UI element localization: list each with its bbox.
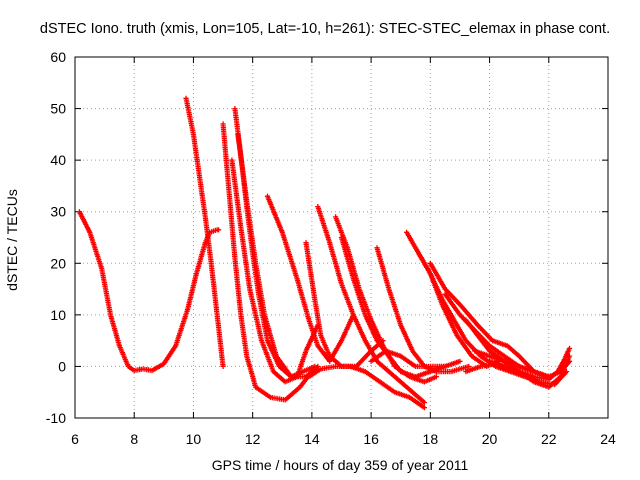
y-tick-label: 20 (50, 255, 66, 271)
data-series (76, 209, 222, 374)
data-point-markers (315, 204, 427, 406)
plot-frame (74, 56, 609, 419)
x-tick-label: 8 (130, 431, 138, 447)
data-point-markers (306, 363, 427, 411)
data-point-markers (183, 95, 226, 369)
x-tick-label: 6 (71, 431, 79, 447)
x-tick-label: 22 (541, 431, 557, 447)
y-tick-label: 60 (50, 49, 66, 65)
data-point-markers (235, 131, 321, 380)
data-point-markers (374, 245, 472, 375)
y-tick-label: 0 (58, 358, 66, 374)
y-tick-label: 50 (50, 101, 66, 117)
x-tick-label: 18 (423, 431, 439, 447)
x-axis-label: GPS time / hours of day 359 of year 2011 (212, 457, 469, 473)
data-series (338, 234, 448, 380)
data-series (427, 260, 537, 375)
chart-title: dSTEC Iono. truth (xmis, Lon=105, Lat=-1… (40, 21, 610, 37)
y-tick-label: 30 (50, 204, 66, 220)
data-series (306, 363, 427, 411)
data-series (315, 204, 427, 406)
y-tick-label: -10 (46, 410, 66, 426)
data-point-markers (368, 348, 463, 369)
data-points (76, 95, 573, 411)
data-series (183, 95, 226, 369)
y-axis-label: dSTEC / TECUs (4, 189, 20, 291)
y-tick-label: 40 (50, 152, 66, 168)
data-series (229, 157, 321, 385)
x-tick-label: 12 (245, 431, 261, 447)
x-tick-label: 14 (304, 431, 320, 447)
x-tick-label: 20 (482, 431, 498, 447)
data-point-markers (427, 260, 537, 375)
data-point-markers (463, 361, 570, 388)
data-point-markers (76, 209, 222, 374)
data-point-markers (220, 121, 315, 403)
data-point-markers (229, 157, 321, 385)
data-series (235, 131, 321, 380)
axes (74, 56, 609, 419)
data-series (368, 348, 463, 369)
data-point-markers (338, 234, 448, 380)
x-tick-label: 16 (363, 431, 379, 447)
data-series (463, 361, 570, 388)
tick-labels: 6 8 10 12 14 16 18 20 22 24 -10 0 10 20 30 40 50 60 (46, 49, 616, 447)
x-tick-label: 10 (186, 431, 202, 447)
x-tick-label: 24 (600, 431, 616, 447)
data-series (374, 245, 472, 375)
y-tick-label: 10 (50, 307, 66, 323)
data-series (220, 121, 315, 403)
